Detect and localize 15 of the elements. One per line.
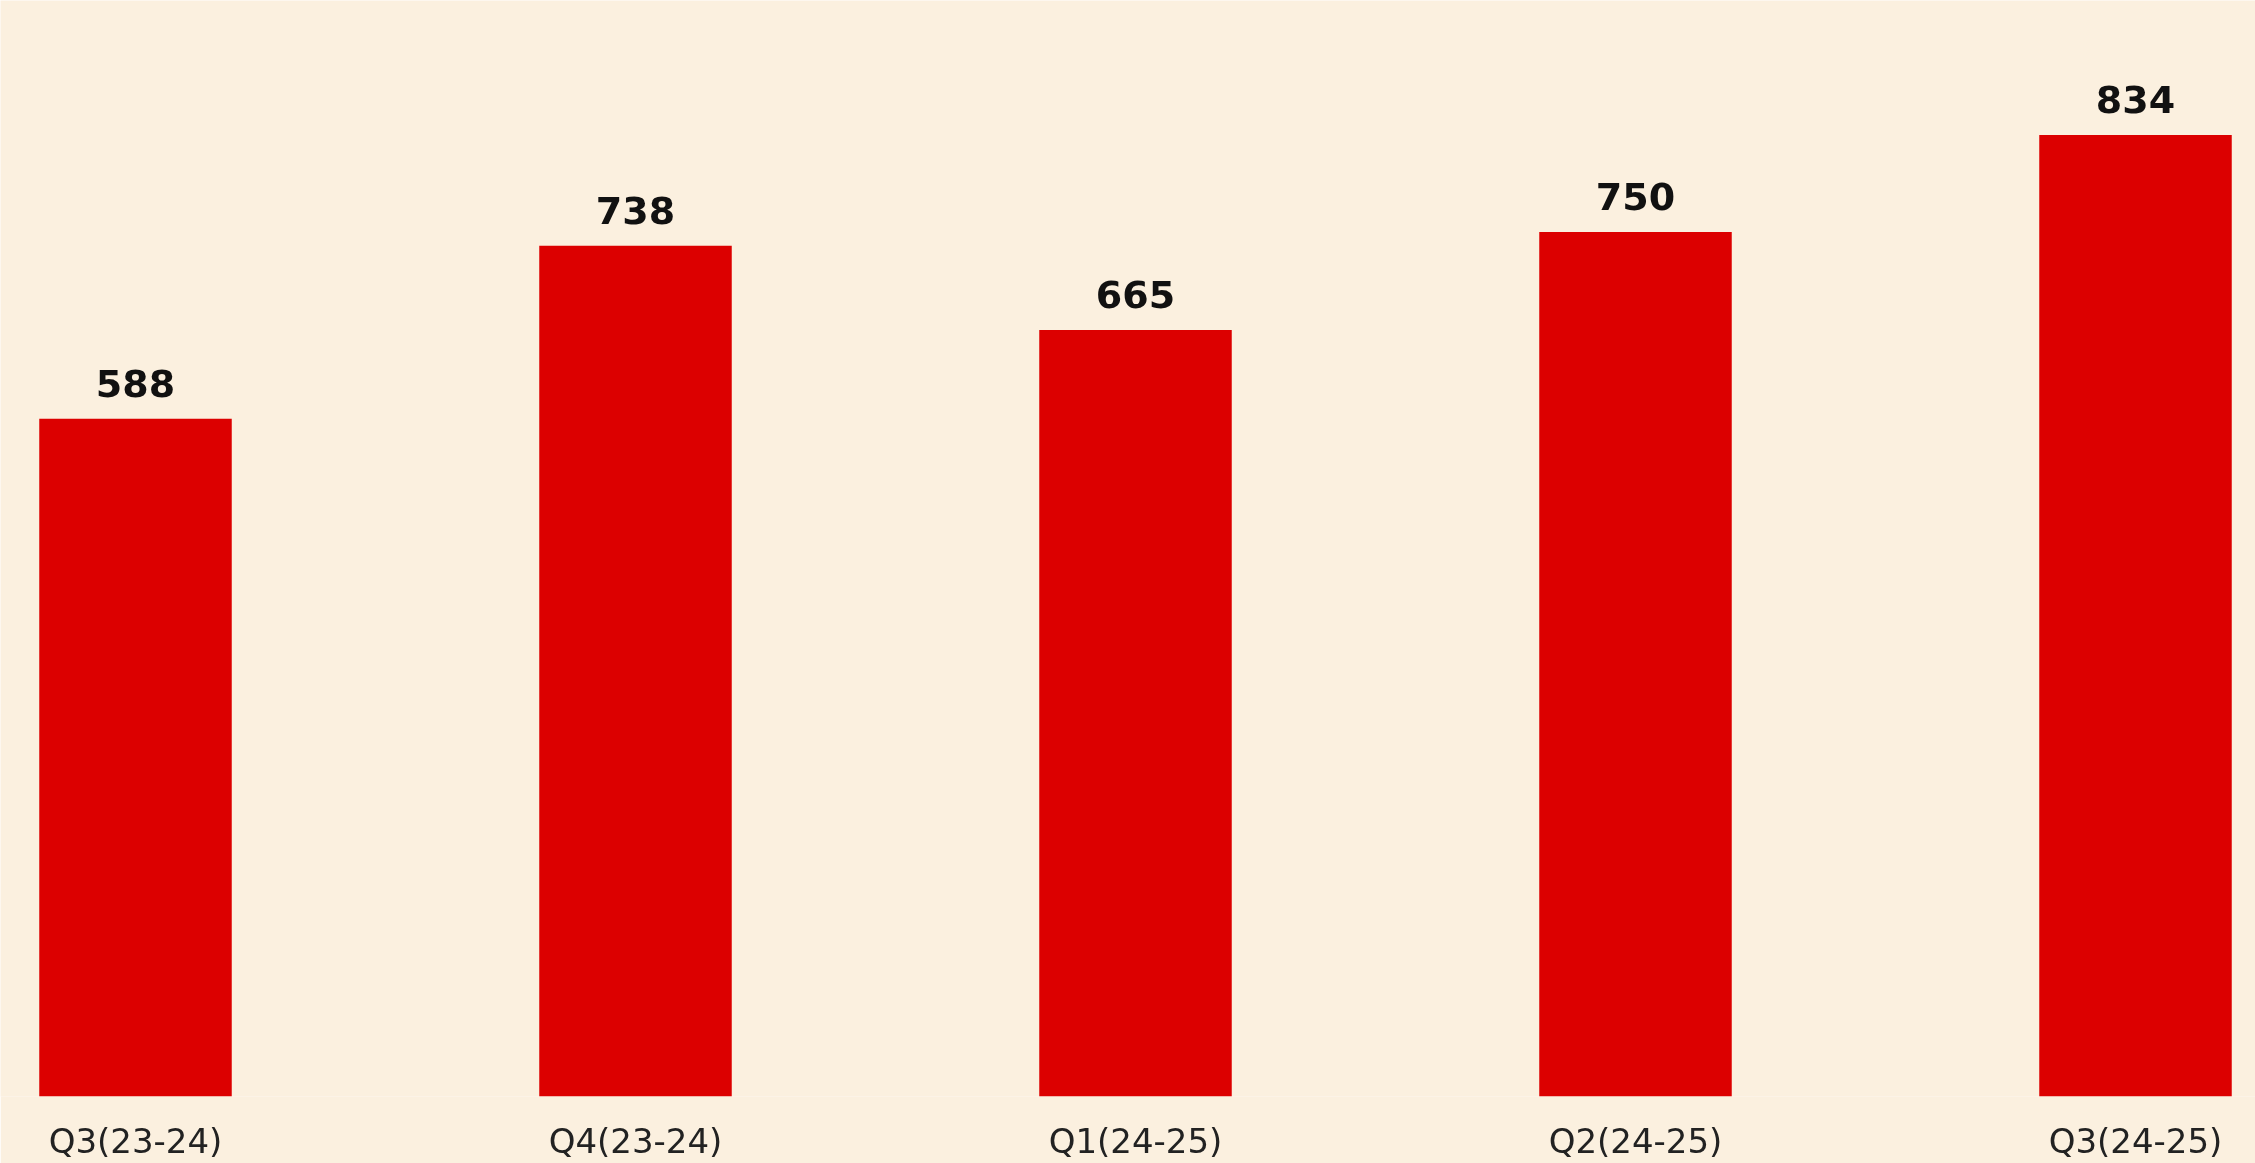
data-label: 738 (595, 188, 676, 233)
bar (1539, 231, 1732, 1097)
data-label: 834 (2095, 78, 2176, 123)
data-label: 665 (1095, 272, 1176, 317)
data-label: 588 (95, 361, 176, 406)
data-label: 750 (1595, 174, 1676, 219)
bar (539, 245, 732, 1097)
x-tick-label: Q4(23-24) (548, 1120, 723, 1161)
x-tick-label: Q2(24-25) (1548, 1120, 1723, 1161)
bar (39, 418, 232, 1097)
bar (1039, 329, 1232, 1097)
x-tick-label: Q3(24-25) (2048, 1120, 2223, 1161)
bar (2039, 135, 2232, 1097)
x-tick-label: Q3(23-24) (48, 1120, 223, 1161)
x-tick-label: Q1(24-25) (1048, 1120, 1223, 1161)
